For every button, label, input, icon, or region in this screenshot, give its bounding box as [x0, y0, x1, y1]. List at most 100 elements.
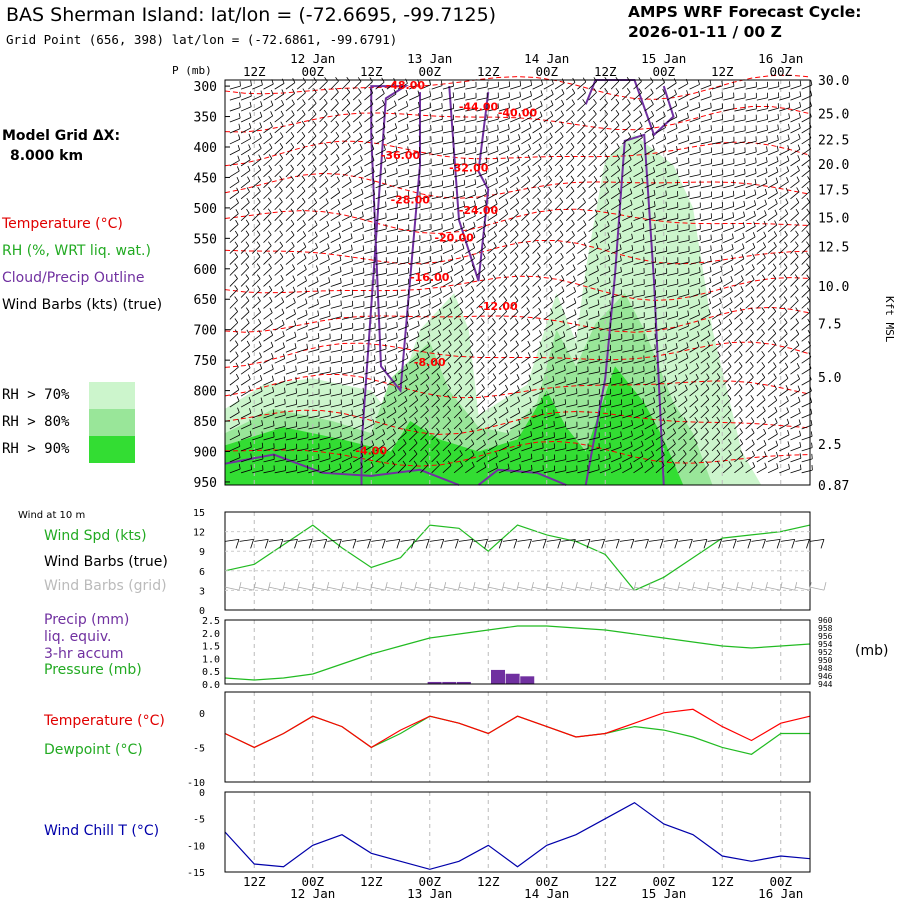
pressure-tick-label: 300: [194, 80, 217, 95]
wind-barb-true-flag: [776, 539, 781, 549]
wind-barb: [263, 436, 275, 441]
wind-barb: [767, 118, 779, 123]
wind-barb: [454, 97, 465, 101]
wind-barb-true-flag: [411, 539, 415, 549]
wind-barb: [442, 108, 454, 112]
wind-barb: [655, 149, 667, 156]
wind-barb-flag: [238, 134, 241, 140]
wind-barb: [274, 279, 284, 287]
wind-barb: [700, 345, 711, 353]
wind-barb: [521, 446, 532, 452]
wind-barb: [274, 335, 285, 342]
wind-barb: [498, 411, 509, 419]
wind-barb-flag: [507, 452, 510, 458]
wind-barb: [319, 393, 331, 397]
wind-barb-flag: [482, 253, 486, 259]
wind-barb-flag: [795, 219, 799, 225]
wind-barb: [364, 92, 373, 101]
wind-barb: [667, 139, 678, 145]
wind-barb: [330, 393, 342, 397]
wind-barb-flag: [526, 219, 530, 225]
wind-barb: [689, 303, 700, 309]
wind-barb-flag: [548, 230, 552, 236]
wind-barb: [297, 469, 308, 474]
wind-barb: [240, 138, 251, 145]
wind-barb-flag: [595, 243, 599, 248]
wind-barb-flag: [754, 178, 757, 185]
wind-barb-flag: [551, 89, 554, 95]
wind-barb-flag: [234, 241, 239, 247]
wind-barb: [252, 379, 263, 386]
wind-barb: [577, 213, 587, 221]
wind-barb-flag: [313, 99, 317, 104]
wind-barb-flag: [628, 154, 632, 160]
wind-barb-flag: [493, 231, 497, 237]
wind-barb-flag: [279, 164, 283, 170]
wind-barb-flag: [505, 198, 509, 204]
wind-barb: [263, 301, 273, 309]
wind-barb-flag: [429, 79, 432, 85]
wind-barb-flag: [593, 131, 597, 137]
wind-panel-title: Wind at 10 m: [18, 510, 86, 521]
wind-barb: [588, 360, 600, 364]
wind-barb-flag: [416, 352, 420, 358]
wind-barb-flag: [548, 252, 553, 258]
wind-panel: [224, 511, 827, 611]
wind-barb-flag: [620, 289, 623, 295]
wind-barb: [364, 294, 376, 298]
wind-barb-flag: [620, 442, 622, 448]
wind-barb-flag: [785, 384, 789, 390]
wind-barb-flag: [304, 287, 308, 293]
wind-barb: [453, 333, 463, 342]
wind-barb-flag: [496, 156, 499, 162]
wind-barb: [655, 369, 667, 375]
wind-barb-flag: [394, 111, 397, 117]
wind-barb: [465, 108, 477, 112]
wind-barb: [453, 237, 465, 243]
wind-barb: [801, 201, 810, 211]
wind-barb-flag: [787, 441, 790, 447]
wind-barb-grid-flag: [384, 582, 388, 591]
wind-barb: [666, 358, 678, 364]
wind-barb: [543, 125, 553, 134]
wind-barb: [734, 465, 744, 474]
wind-barb-flag: [269, 296, 273, 302]
wind-barb: [566, 268, 576, 276]
wind-barb-flag: [250, 464, 253, 470]
wind-barb-flag: [469, 329, 474, 334]
wind-barb-flag: [335, 98, 339, 104]
wind-barb-grid-flag: [340, 582, 344, 591]
wind-barb: [521, 356, 531, 364]
wind-barb-flag: [795, 208, 799, 214]
wind-barb-flag: [463, 179, 466, 185]
wind-barb: [341, 260, 353, 265]
wind-barb: [756, 344, 765, 353]
wind-barb: [633, 305, 645, 309]
wind-barb-flag: [799, 453, 802, 459]
wind-barb-grid: [371, 586, 386, 591]
wind-barb-flag: [382, 111, 386, 117]
wind-barb: [308, 437, 320, 441]
wind-barb-flag: [794, 263, 799, 268]
wind-barb: [723, 206, 734, 211]
wind-barb: [756, 399, 766, 408]
wind-barb-flag: [672, 460, 676, 466]
wind-barb: [801, 345, 811, 353]
wind-barb: [263, 334, 273, 342]
wind-barb-flag: [783, 318, 788, 323]
wind-barb-flag: [593, 77, 597, 82]
wind-barb: [700, 260, 712, 265]
wind-barb-flag: [582, 88, 586, 93]
wind-barb-flag: [260, 79, 263, 85]
wind-barb-flag: [370, 110, 374, 116]
wind-barb-flag: [587, 355, 589, 361]
wind-barb-flag: [784, 340, 788, 345]
wind-barb: [274, 136, 284, 145]
wind-barb-flag: [796, 363, 800, 368]
wind-barb-flag: [256, 274, 261, 279]
wind-barb: [543, 158, 553, 167]
wind-barb: [319, 468, 331, 474]
wind-barb-flag: [761, 307, 765, 312]
wind-barb: [274, 290, 284, 298]
wind-barb: [420, 303, 431, 309]
